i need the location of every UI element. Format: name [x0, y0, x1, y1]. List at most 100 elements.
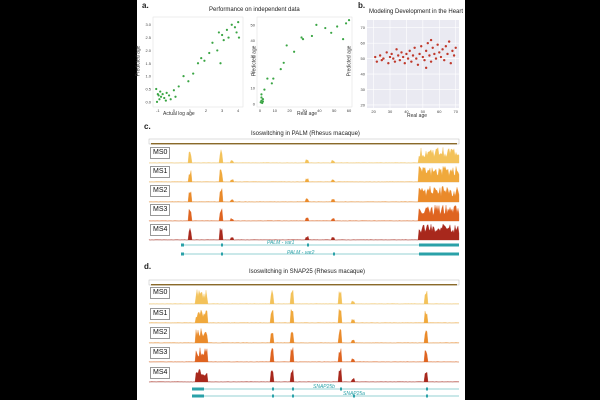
x-tick-label: 50	[421, 109, 426, 114]
gene-exon	[426, 394, 428, 398]
data-point	[395, 48, 398, 51]
data-point	[200, 57, 203, 60]
gene-exon	[340, 387, 342, 391]
data-point	[293, 50, 296, 53]
data-point	[401, 55, 405, 59]
y-tick-label: 0.0	[145, 99, 151, 104]
data-point	[315, 23, 318, 26]
data-point	[426, 41, 429, 45]
track-label-ms0-d: MS0	[150, 287, 171, 299]
data-point	[397, 54, 400, 57]
data-point	[429, 60, 433, 63]
data-point	[211, 41, 214, 44]
xlabel-b: Real age	[407, 113, 428, 119]
data-point	[167, 94, 171, 97]
data-point	[447, 40, 451, 43]
data-point	[263, 88, 266, 91]
gene-exon	[192, 387, 204, 391]
data-point	[439, 55, 443, 59]
x-tick-label: 20	[287, 108, 292, 113]
y-tick-label: 2.0	[145, 48, 151, 53]
data-point	[449, 62, 452, 65]
data-point	[159, 90, 162, 93]
coverage-track	[148, 147, 460, 164]
data-point	[237, 36, 241, 39]
data-point	[233, 26, 237, 29]
x-tick-label: 30	[302, 108, 307, 113]
data-point	[208, 51, 211, 55]
gene-exon	[333, 252, 335, 256]
data-point	[225, 28, 229, 31]
gene-exon	[419, 252, 459, 256]
title-c: Isoswitching in PALM (Rhesus macaque)	[251, 131, 360, 137]
track-label-ms4-c: MS4	[150, 224, 171, 236]
y-tick-label: 20	[361, 102, 366, 107]
data-point	[454, 46, 457, 49]
data-point	[155, 100, 159, 103]
data-point	[163, 96, 166, 100]
gene-label-snap25a: SNAP25a	[343, 391, 365, 397]
y-tick-label: 0.5	[145, 87, 151, 92]
gene-exon	[307, 243, 309, 247]
data-point	[424, 66, 428, 70]
panel-label-d: d.	[144, 262, 152, 271]
gene-exon	[181, 243, 184, 247]
data-point	[336, 25, 339, 28]
data-point	[237, 21, 240, 24]
data-point	[285, 44, 288, 47]
gene-label-palm-var1: PALM - var1	[267, 240, 295, 246]
data-point	[451, 49, 454, 53]
figure-panel: a. b. c. d. Performance on independent d…	[135, 0, 465, 400]
coverage-track	[148, 185, 460, 203]
panel-label-c: c.	[144, 122, 151, 131]
data-point	[392, 57, 395, 60]
data-point	[382, 57, 385, 60]
y-tick-label: 50	[361, 56, 366, 61]
data-point	[169, 98, 172, 101]
data-point	[420, 45, 423, 48]
y-tick-label: 1.0	[145, 74, 151, 79]
data-point	[441, 48, 444, 51]
gene-label-palm-var2: PALM - var2	[287, 250, 315, 256]
data-point	[415, 57, 418, 60]
title-a: Performance on independent data	[209, 7, 300, 13]
y-tick-label: 2.5	[145, 35, 151, 40]
data-point	[217, 31, 220, 34]
data-point	[300, 36, 303, 39]
gene-exon	[192, 394, 204, 398]
gene-exon	[221, 252, 223, 256]
data-point	[157, 94, 160, 97]
data-point	[301, 38, 305, 41]
data-point	[438, 51, 441, 54]
scatter-chart-log-age: -1 0 1 2 3 4 0.0 0.5 1.0 1.5 2.0 2.5 3.0	[145, 16, 244, 113]
data-point	[380, 58, 383, 62]
xlabel-a1: Actual log age	[163, 111, 195, 117]
plot-frame	[256, 16, 353, 108]
data-point	[393, 60, 397, 63]
data-point	[158, 98, 161, 101]
genome-browser-snap25	[148, 279, 460, 398]
data-point	[164, 99, 167, 102]
data-point	[187, 80, 190, 83]
data-point	[429, 38, 433, 42]
x-tick-label: 30	[388, 109, 393, 114]
gene-label-snap25b: SNAP25b	[313, 384, 335, 390]
data-point	[387, 62, 390, 65]
data-point	[172, 89, 175, 92]
plot-background	[367, 20, 459, 108]
data-point	[235, 31, 238, 34]
data-point	[227, 36, 230, 39]
data-point	[330, 31, 333, 34]
y-tick-label: 3.0	[145, 22, 151, 27]
scatter-chart-real-age: 0 10 20 30 40 50 60 0 10 20 30 40 50	[251, 16, 353, 113]
data-point	[174, 95, 177, 98]
track-label-ms4-d: MS4	[150, 367, 171, 379]
x-tick-label: 60	[437, 109, 442, 114]
track-label-ms3-d: MS3	[150, 347, 171, 359]
plot-frame	[152, 16, 244, 108]
gene-exon	[272, 394, 274, 398]
y-tick-label: 1.5	[145, 61, 151, 66]
title-d: Isoswitching in SNAP25 (Rhesus macaque)	[249, 269, 366, 275]
panel-label-b: b.	[358, 1, 366, 10]
gene-exon	[426, 387, 428, 391]
